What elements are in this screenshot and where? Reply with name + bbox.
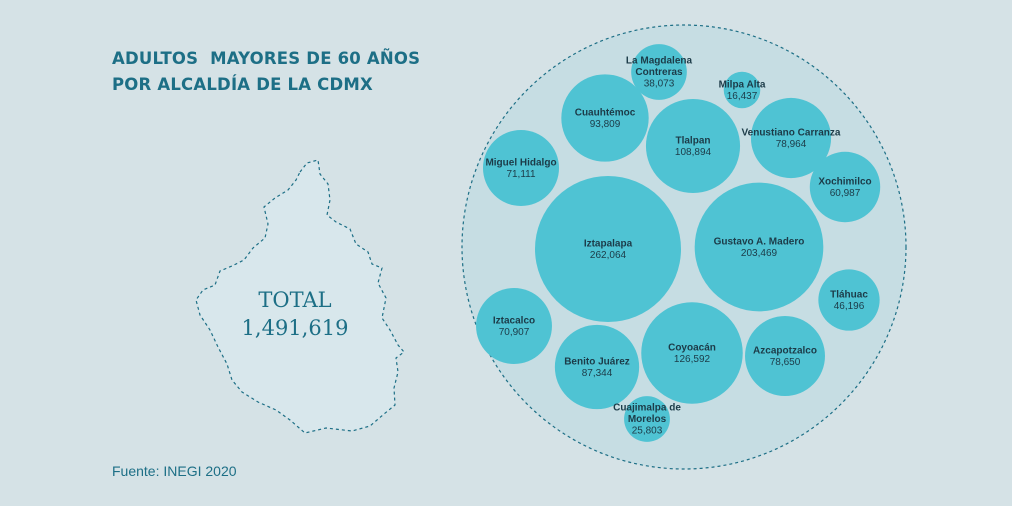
bubble-tlalpan — [645, 98, 741, 194]
title-line-1: ADULTOS MAYORES DE 60 AÑOS — [112, 49, 421, 68]
bubble-iztapalapa — [535, 176, 681, 322]
bubble-venustiano-carranza — [750, 97, 832, 179]
total-value: 1,491,619 — [242, 316, 349, 340]
bubble-value-milpa-alta: 16,437 — [727, 91, 758, 102]
bubble-value-gustavo-a-madero: 203,469 — [741, 248, 778, 259]
bubble-cuajimalpa-de-morelos — [624, 396, 670, 442]
bubble-label-miguel-hidalgo: Miguel Hidalgo — [485, 157, 556, 168]
title-line-2: POR ALCALDÍA DE LA CDMX — [112, 75, 373, 94]
bubble-value-coyoacan: 126,592 — [674, 354, 711, 365]
bubble-value-miguel-hidalgo: 71,111 — [506, 169, 536, 180]
bubble-value-cuauhtemoc: 93,809 — [590, 119, 621, 130]
bubble-benito-juarez — [554, 324, 640, 410]
bubble-label-tlalpan: Tlalpan — [675, 135, 710, 146]
bubble-value-cuajimalpa-de-morelos: 25,803 — [632, 426, 663, 437]
chart-title: ADULTOS MAYORES DE 60 AÑOS POR ALCALDÍA … — [112, 46, 420, 98]
bubble-label-iztapalapa: Iztapalapa — [584, 238, 633, 249]
bubble-label-benito-juarez: Benito Juárez — [564, 356, 630, 367]
bubble-value-xochimilco: 60,987 — [830, 188, 861, 199]
bubble-label-xochimilco: Xochimilco — [818, 176, 871, 187]
bubble-label-venustiano-carranza: Venustiano Carranza — [742, 127, 841, 138]
bubble-value-azcapotzalco: 78,650 — [770, 357, 801, 368]
cdmx-map-shape — [195, 159, 405, 434]
total-label: TOTAL — [258, 288, 331, 312]
bubble-gustavo-a-madero — [694, 182, 824, 312]
bubble-coyoacan — [641, 302, 743, 404]
bubble-label-milpa-alta: Milpa Alta — [719, 79, 766, 90]
bubble-value-tlahuac: 46,196 — [834, 301, 865, 312]
bubble-label-azcapotzalco: Azcapotzalco — [753, 345, 817, 356]
bubble-la-magdalena-contreras — [631, 44, 687, 100]
bubble-value-venustiano-carranza: 78,964 — [776, 139, 807, 150]
bubble-label-cuauhtemoc: Cuauhtémoc — [575, 107, 636, 118]
bubble-value-benito-juarez: 87,344 — [582, 368, 613, 379]
bubble-iztacalco — [476, 288, 552, 364]
bubble-label-coyoacan: Coyoacán — [668, 342, 716, 353]
bubble-azcapotzalco — [745, 316, 825, 396]
bubble-label-tlahuac: Tláhuac — [830, 289, 868, 300]
bubble-miguel-hidalgo — [482, 129, 560, 207]
bubble-cuauhtemoc — [561, 74, 649, 162]
bubble-label-cuajimalpa-de-morelos-1: Cuajimalpa de — [613, 403, 681, 414]
bubble-value-iztapalapa: 262,064 — [590, 250, 627, 261]
bubble-label-iztacalco: Iztacalco — [493, 315, 535, 326]
bubble-value-la-magdalena-contreras: 38,073 — [644, 79, 675, 90]
bubble-value-tlalpan: 108,894 — [675, 147, 712, 158]
bubble-xochimilco — [809, 151, 881, 223]
bubble-tlahuac — [818, 269, 880, 331]
bubble-label-la-magdalena-contreras-1: La Magdalena — [626, 56, 693, 67]
bubble-milpa-alta — [723, 71, 761, 109]
source-note: Fuente: INEGI 2020 — [112, 463, 237, 479]
bubble-value-iztacalco: 70,907 — [499, 327, 530, 338]
bubble-label-cuajimalpa-de-morelos-2: Morelos — [628, 414, 667, 425]
bubble-label-la-magdalena-contreras-2: Contreras — [635, 67, 683, 78]
bubble-label-gustavo-a-madero: Gustavo A. Madero — [714, 236, 805, 247]
